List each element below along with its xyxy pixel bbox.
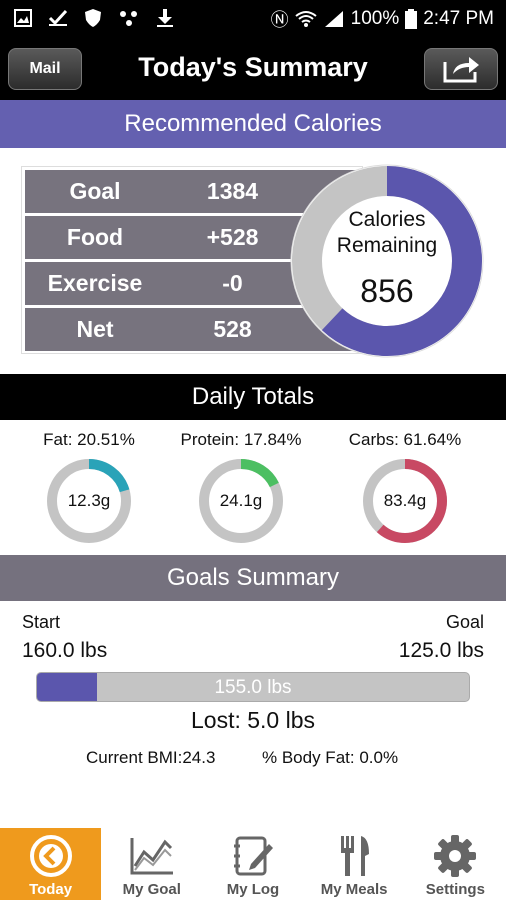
notification-icons — [14, 8, 174, 28]
goals-summary-title: Goals Summary — [0, 555, 506, 601]
battery-percent: 100% — [350, 8, 400, 29]
log-icon — [202, 834, 303, 878]
row-label: Goal — [69, 178, 121, 204]
chart-icon — [101, 834, 202, 878]
app-header: Mail Today's Summary — [0, 38, 506, 100]
nav-my-log[interactable]: My Log — [202, 828, 303, 900]
calorie-row-net: Net 528 — [25, 308, 359, 351]
nav-label: Today — [29, 881, 73, 898]
share-icon — [443, 57, 479, 83]
signal-icon — [324, 11, 343, 27]
calories-remaining-value: 856 — [360, 273, 414, 309]
weight-lost: Lost: 5.0 lbs — [190, 707, 316, 733]
dots-icon — [120, 11, 137, 26]
macro-ring: 24.1g — [198, 458, 284, 544]
goal-weight: 125.0 lbs — [398, 639, 484, 662]
macro-carbs: Carbs: 61.64% 83.4g — [330, 430, 480, 544]
row-value: 528 — [213, 316, 252, 342]
page-title: Today's Summary — [138, 52, 368, 82]
battery-icon — [405, 9, 418, 29]
system-status: Ⓝ 100% 2:47 PM — [271, 6, 494, 32]
download-icon — [157, 9, 173, 27]
macro-label: Fat: 20.51% — [43, 430, 135, 449]
row-label: Net — [76, 316, 114, 342]
fork-knife-icon — [304, 834, 405, 878]
macro-protein: Protein: 17.84% 24.1g — [166, 430, 316, 544]
nav-my-meals[interactable]: My Meals — [304, 828, 405, 900]
macro-ring: 83.4g — [362, 458, 448, 544]
start-label: Start — [22, 612, 61, 632]
macro-value: 12.3g — [67, 491, 111, 510]
share-button[interactable] — [424, 48, 498, 90]
nav-label: My Goal — [122, 881, 181, 898]
macro-ring-fill — [363, 459, 447, 543]
body-fat: % Body Fat: 0.0% — [262, 748, 399, 767]
progress-fill — [37, 673, 98, 701]
row-label: Food — [66, 224, 124, 250]
gear-icon — [405, 834, 506, 878]
label-line-2: Remaining — [336, 234, 438, 257]
nfc-icon: Ⓝ — [270, 10, 289, 30]
nav-label: Settings — [425, 881, 485, 898]
macro-ring-fill — [47, 459, 131, 543]
bottom-nav: Today My Goal My Log — [0, 828, 506, 900]
row-label: Exercise — [47, 270, 143, 296]
macro-ring-fill — [199, 459, 283, 543]
wifi-icon — [295, 11, 317, 27]
nav-label: My Meals — [320, 881, 388, 898]
nav-settings[interactable]: Settings — [405, 828, 506, 900]
image-icon — [14, 9, 32, 27]
macro-ring: 12.3g — [46, 458, 132, 544]
macro-fat: Fat: 20.51% 12.3g — [14, 430, 164, 544]
nav-label: My Log — [226, 881, 280, 898]
calories-ring-graphic — [290, 164, 484, 358]
calorie-row-goal: Goal 1384 — [25, 170, 359, 213]
check-icon — [48, 9, 68, 26]
ring-fill — [292, 166, 482, 356]
mail-button[interactable]: Mail — [8, 48, 82, 90]
label-line-1: Calories — [348, 208, 426, 231]
recommended-calories-title: Recommended Calories — [0, 100, 506, 148]
macro-value: 24.1g — [219, 491, 263, 510]
start-weight: 160.0 lbs — [22, 639, 108, 662]
current-bmi: Current BMI:24.3 — [86, 748, 216, 767]
weight-progress-bar: 155.0 lbs — [36, 672, 470, 702]
status-bar: Ⓝ 100% 2:47 PM — [0, 0, 506, 38]
row-value: -0 — [222, 270, 243, 296]
daily-totals-title: Daily Totals — [0, 374, 506, 420]
row-value: 1384 — [206, 178, 259, 204]
current-weight: 155.0 lbs — [214, 677, 292, 698]
calories-remaining-ring: Calories Remaining 856 — [289, 163, 485, 359]
goal-label: Goal — [445, 612, 484, 632]
calories-remaining-label: Calories Remaining — [289, 207, 485, 259]
nav-today[interactable]: Today — [0, 828, 102, 900]
shield-icon — [85, 9, 101, 27]
macro-label: Carbs: 61.64% — [348, 430, 462, 449]
macro-label: Protein: 17.84% — [180, 430, 302, 449]
macro-value: 83.4g — [383, 491, 427, 510]
row-value: +528 — [206, 224, 259, 250]
nav-my-goal[interactable]: My Goal — [101, 828, 202, 900]
today-icon — [0, 834, 101, 878]
clock: 2:47 PM — [423, 8, 494, 29]
